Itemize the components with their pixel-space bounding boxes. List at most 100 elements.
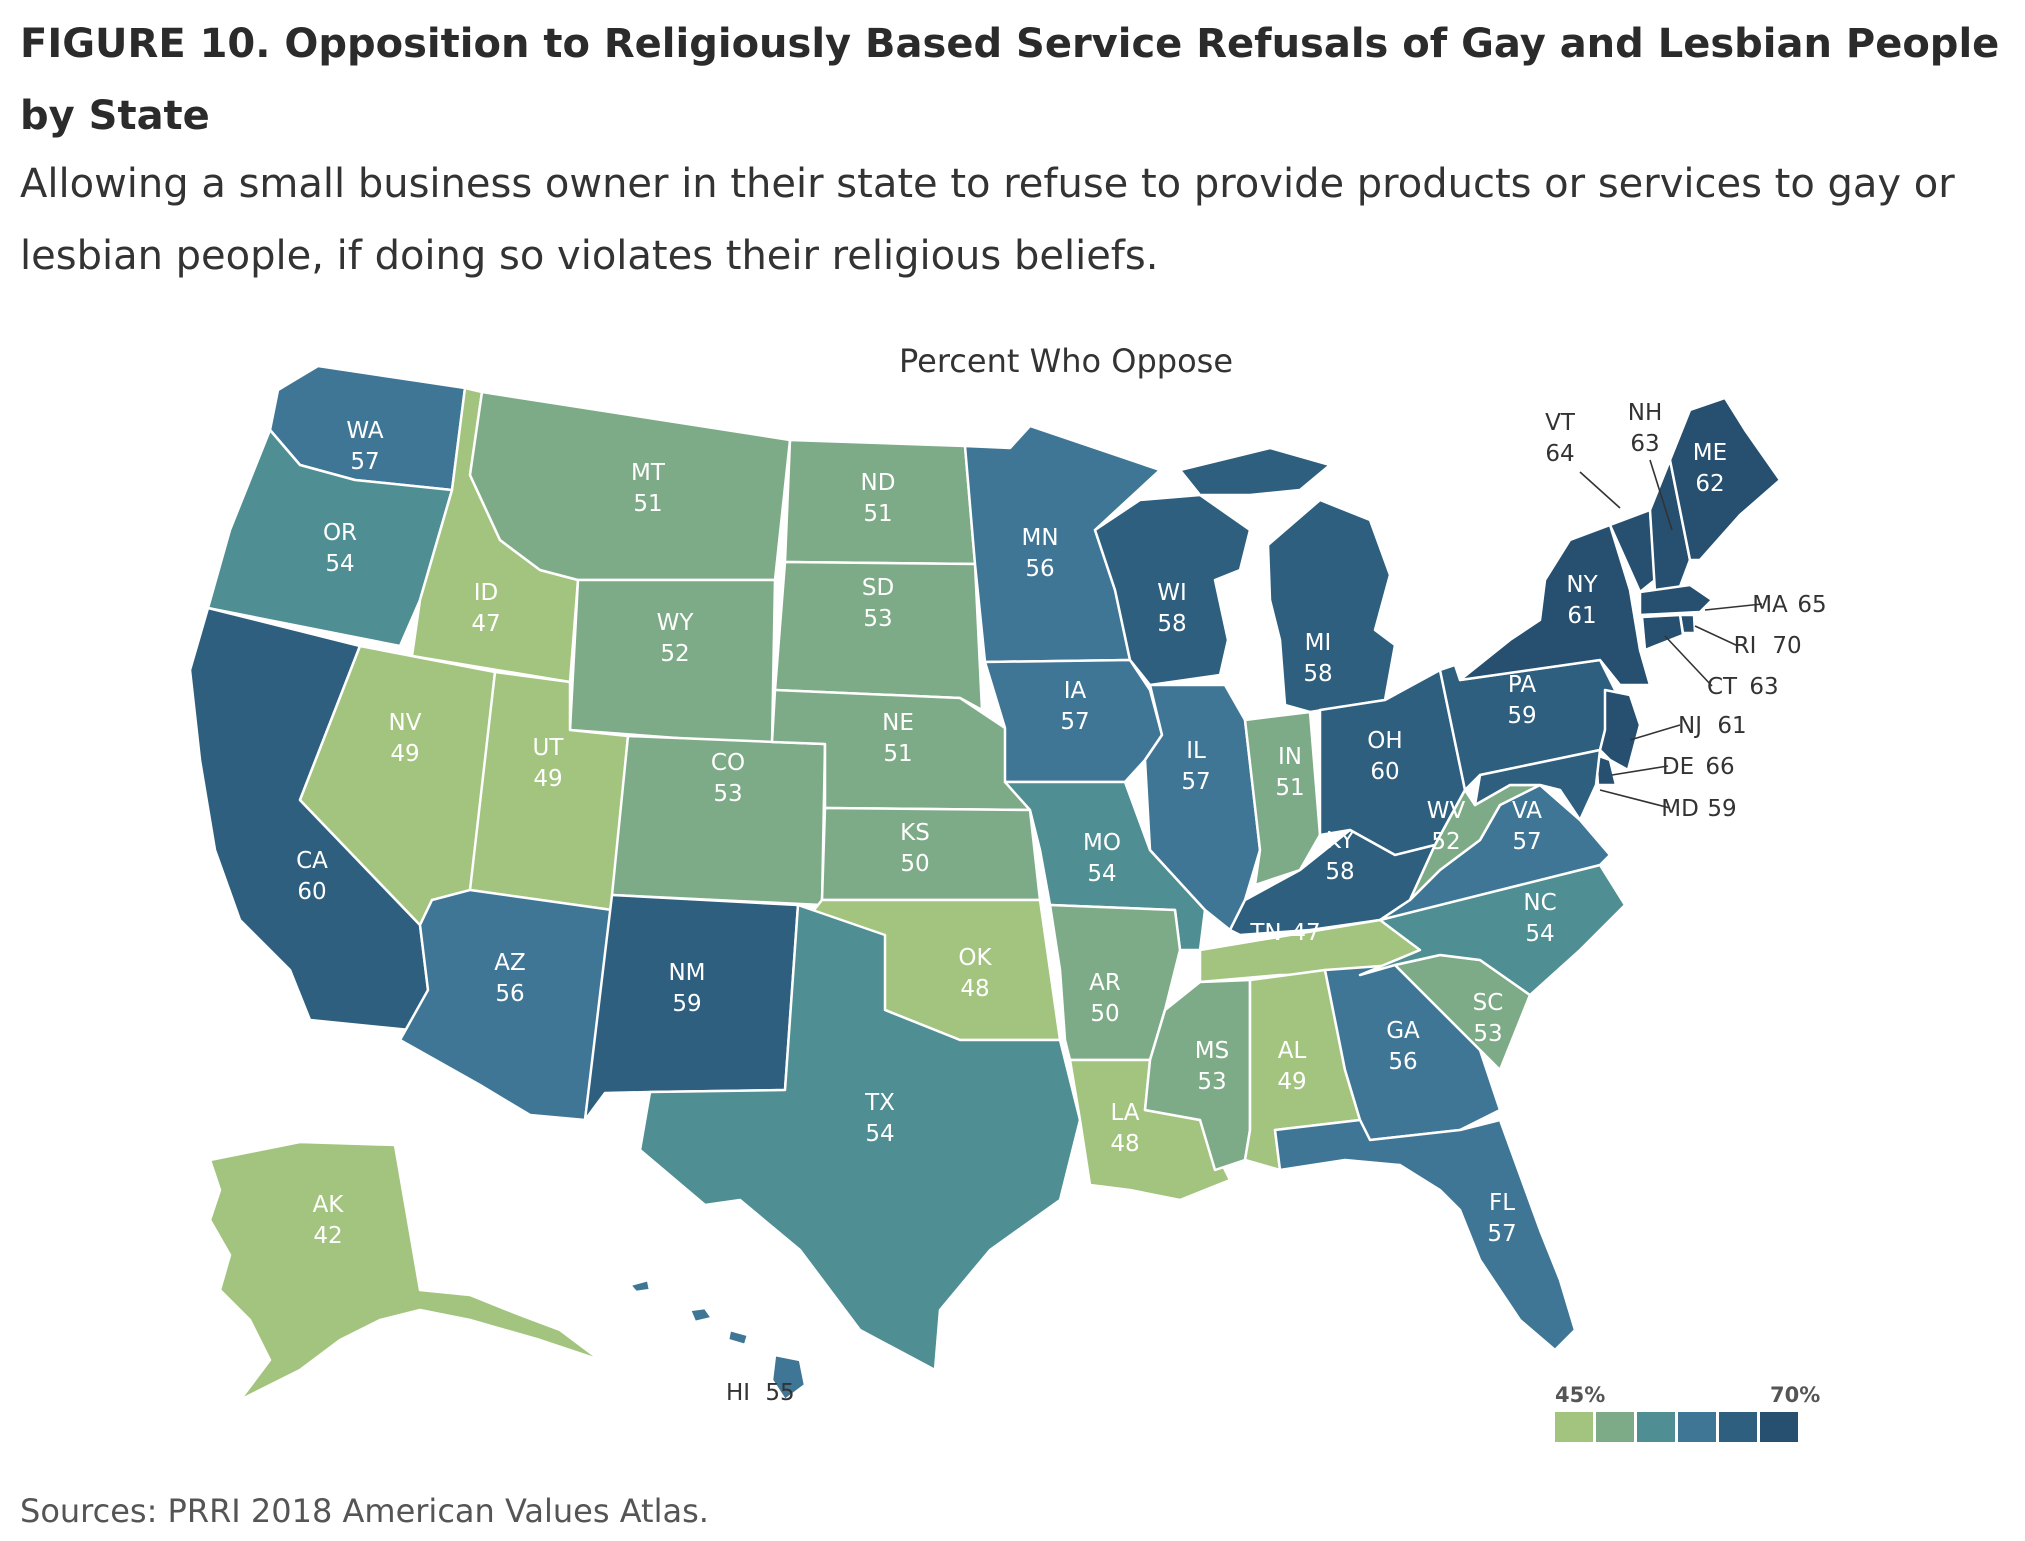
state-label-md-abbr: MD (1661, 796, 1699, 822)
state-label-tx-abbr: TX (864, 1090, 895, 1116)
state-label-pa-abbr: PA (1508, 672, 1536, 698)
state-label-nc-abbr: NC (1523, 890, 1556, 916)
leader-line-ri (1694, 625, 1739, 647)
state-label-sc-value: 53 (1473, 1021, 1502, 1047)
legend: 45% 70% (1555, 1383, 1820, 1442)
state-label-al-abbr: AL (1278, 1038, 1307, 1064)
state-label-fl-abbr: FL (1489, 1190, 1515, 1216)
state-label-vt-abbr: VT (1545, 410, 1576, 436)
state-label-tn-value: 47 (1291, 920, 1320, 946)
state-label-md-value: 59 (1707, 796, 1736, 822)
state-label-ri-value: 70 (1772, 633, 1801, 659)
source-note: Sources: PRRI 2018 American Values Atlas… (20, 1492, 709, 1530)
state-label-or-abbr: OR (323, 520, 357, 546)
figure-subtitle: Allowing a small business owner in their… (20, 161, 1955, 279)
state-label-in-abbr: IN (1278, 744, 1302, 770)
state-ny (1458, 523, 1652, 687)
state-ct (1640, 613, 1685, 652)
state-md (1473, 748, 1602, 822)
state-label-pa-value: 59 (1507, 703, 1536, 729)
state-label-nd-abbr: ND (861, 470, 896, 496)
state-label-tx-value: 54 (865, 1121, 894, 1147)
state-label-wa-value: 57 (350, 449, 379, 475)
state-label-nj-abbr: NJ (1678, 713, 1702, 739)
leader-line-ma (1704, 603, 1763, 611)
state-label-ar-value: 50 (1090, 1001, 1119, 1027)
state-hi (628, 1278, 807, 1402)
state-ma (1638, 583, 1714, 617)
state-label-mi-abbr: MI (1305, 630, 1332, 656)
state-label-wa-abbr: WA (346, 418, 383, 444)
state-label-ga-abbr: GA (1386, 1018, 1420, 1044)
state-label-mo-value: 54 (1087, 861, 1116, 887)
state-label-ks-value: 50 (900, 851, 929, 877)
state-label-or-value: 54 (325, 551, 354, 577)
state-label-fl-value: 57 (1487, 1221, 1516, 1247)
state-label-mo-abbr: MO (1083, 830, 1121, 856)
state-label-de-value: 66 (1705, 754, 1734, 780)
state-label-al-value: 49 (1277, 1069, 1306, 1095)
state-label-co-value: 53 (713, 781, 742, 807)
state-label-ct-abbr: CT (1707, 674, 1738, 700)
state-label-ca-value: 60 (297, 879, 326, 905)
state-label-nm-value: 59 (672, 991, 701, 1017)
state-label-ok-abbr: OK (958, 945, 992, 971)
legend-swatch-3 (1637, 1412, 1675, 1442)
state-label-in-value: 51 (1275, 775, 1304, 801)
state-label-mt-value: 51 (633, 491, 662, 517)
legend-swatch-5 (1719, 1412, 1757, 1442)
state-ms (1143, 978, 1252, 1172)
state-label-ms-value: 53 (1197, 1069, 1226, 1095)
state-ak (208, 1140, 602, 1402)
state-label-ma-abbr: MA (1752, 592, 1788, 618)
leader-line-de (1611, 765, 1669, 776)
state-label-wy-abbr: WY (657, 610, 695, 636)
state-wv (1408, 783, 1542, 902)
state-label-oh-value: 60 (1370, 759, 1399, 785)
state-label-sd-value: 53 (863, 606, 892, 632)
state-mi (1178, 446, 1397, 714)
state-label-ar-abbr: AR (1089, 970, 1121, 996)
state-label-va-value: 57 (1512, 829, 1541, 855)
figure-title: FIGURE 10. Opposition to Religiously Bas… (20, 21, 2000, 139)
map-heading: Percent Who Oppose (899, 342, 1233, 380)
state-label-il-abbr: IL (1186, 738, 1206, 764)
leader-line-ct (1664, 635, 1713, 687)
state-label-la-value: 48 (1110, 1131, 1139, 1157)
state-label-wv-value: 52 (1431, 829, 1460, 855)
state-label-ga-value: 56 (1388, 1049, 1417, 1075)
leader-line-nh (1649, 459, 1673, 531)
state-label-wi-abbr: WI (1157, 580, 1187, 606)
state-label-co-abbr: CO (711, 750, 745, 776)
state-label-ky-abbr: KY (1326, 828, 1355, 854)
state-label-sd-abbr: SD (862, 575, 894, 601)
state-label-me-value: 62 (1695, 471, 1724, 497)
leader-line-vt (1579, 471, 1621, 509)
leader-line-md (1599, 789, 1671, 809)
state-label-ak-abbr: AK (313, 1192, 345, 1218)
legend-swatch-4 (1678, 1412, 1716, 1442)
state-label-id-value: 47 (471, 611, 500, 637)
state-label-ms-abbr: MS (1195, 1038, 1229, 1064)
state-label-mn-value: 56 (1025, 556, 1054, 582)
state-label-ok-value: 48 (960, 976, 989, 1002)
state-label-wv-abbr: WV (1427, 798, 1466, 824)
state-label-nd-value: 51 (863, 501, 892, 527)
state-label-de-abbr: DE (1662, 754, 1694, 780)
state-label-wy-value: 52 (660, 641, 689, 667)
state-label-ia-value: 57 (1060, 709, 1089, 735)
state-label-wi-value: 58 (1157, 611, 1186, 637)
leader-lines (1579, 459, 1763, 809)
state-mt (468, 390, 792, 582)
state-label-me-abbr: ME (1693, 440, 1727, 466)
state-ks (820, 806, 1042, 902)
legend-swatch-2 (1596, 1412, 1634, 1442)
state-label-nc-value: 54 (1525, 921, 1554, 947)
state-label-ny-abbr: NY (1566, 572, 1598, 598)
state-wi (1093, 493, 1252, 687)
state-label-hi-abbr: HI (726, 1380, 750, 1406)
state-label-la-abbr: LA (1110, 1100, 1139, 1126)
state-label-ma-value: 65 (1797, 592, 1826, 618)
state-label-nv-abbr: NV (389, 710, 422, 736)
us-choropleth-map: Percent Who Oppose WA 57 OR 54 CA 60 ID 47 NV 49 M… (0, 330, 2025, 1460)
